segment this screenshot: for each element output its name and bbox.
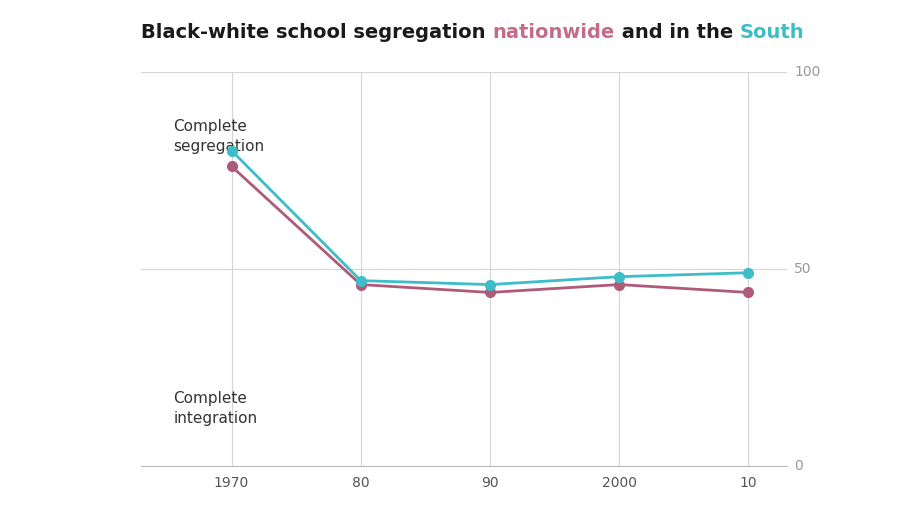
Text: 100: 100 — [794, 65, 821, 79]
Text: and in the: and in the — [614, 23, 740, 42]
Text: 50: 50 — [794, 262, 812, 276]
Text: South: South — [740, 23, 804, 42]
Text: Complete
segregation: Complete segregation — [174, 119, 265, 154]
Text: nationwide: nationwide — [492, 23, 614, 42]
Text: 0: 0 — [794, 459, 804, 473]
Text: Black-white school segregation: Black-white school segregation — [141, 23, 492, 42]
Text: Complete
integration: Complete integration — [174, 391, 258, 426]
